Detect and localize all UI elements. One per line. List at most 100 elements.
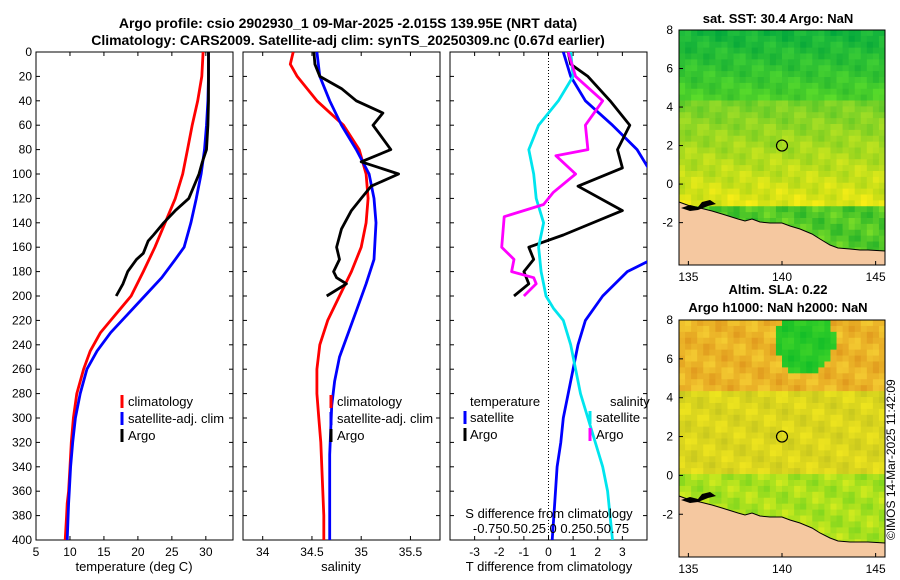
map-cell (860, 349, 868, 356)
map-cell (830, 77, 837, 84)
map-cell (757, 147, 765, 154)
map-cell (739, 367, 747, 374)
map-cell (818, 223, 825, 231)
map-cell (794, 444, 801, 451)
map-cell (806, 408, 813, 416)
map-cell (800, 41, 807, 49)
map-cell (878, 391, 886, 398)
s-difference-tick-labels: -0.750.50.25 0 0.250.50.75 (473, 521, 629, 536)
map-cell (794, 385, 801, 392)
map-cell (800, 468, 807, 475)
map-cell (818, 343, 825, 351)
map-cell (824, 223, 831, 231)
map-cell (763, 82, 771, 90)
x-tick-label: 35 (355, 545, 369, 559)
map-cell (703, 176, 710, 184)
map-cell (866, 367, 874, 374)
map-cell (800, 420, 807, 428)
map-cell (715, 479, 722, 487)
map-cell (794, 474, 801, 481)
map-cell (788, 438, 795, 445)
map-cell (812, 200, 819, 207)
map-cell (818, 71, 825, 78)
map-cell (782, 462, 789, 469)
map-cell (763, 129, 771, 137)
map-cell (751, 118, 759, 125)
map-cell (800, 218, 807, 225)
map-cell (872, 474, 880, 481)
map-cell (830, 349, 837, 356)
map-cell (854, 112, 862, 119)
map-cell (860, 241, 868, 248)
map-cell (854, 397, 862, 404)
map-cell (824, 112, 831, 119)
map-cell (836, 223, 843, 231)
map-cell (788, 77, 795, 84)
map-cell (685, 408, 692, 416)
map-cell (757, 331, 765, 339)
map-cell (836, 65, 843, 72)
map-cell (721, 41, 728, 49)
map-cell (812, 331, 819, 339)
map-cell (872, 320, 880, 327)
map-cell (715, 77, 722, 84)
map-cell (691, 141, 698, 148)
map-cell (691, 65, 698, 72)
map-cell (763, 141, 771, 148)
map-cell (782, 367, 789, 374)
map-cell (763, 65, 771, 72)
map-cell (721, 474, 728, 481)
map-cell (763, 153, 771, 160)
map-cell (697, 141, 704, 148)
map-cell (842, 47, 850, 54)
map-cell (854, 82, 862, 90)
map-cell (848, 59, 856, 66)
map-cell (812, 355, 819, 362)
map-cell (679, 320, 686, 327)
map-cell (836, 444, 843, 451)
map-cell (733, 112, 740, 119)
map-cell (866, 361, 874, 368)
map-cell (763, 491, 771, 499)
map-cell (745, 47, 753, 54)
map-cell (703, 444, 710, 451)
map-cell (685, 456, 692, 463)
map-cell (794, 129, 801, 137)
map-cell (703, 41, 710, 49)
map-cell (679, 331, 686, 339)
map-cell (854, 218, 862, 225)
map-cell (836, 331, 843, 339)
map-cell (745, 100, 753, 107)
map-cell (788, 176, 795, 184)
map-cell (836, 141, 843, 148)
map-cell (872, 106, 880, 113)
map-cell (878, 402, 886, 410)
map-cell (685, 53, 692, 60)
map-cell (763, 176, 771, 184)
map-cell (854, 159, 862, 166)
map-cell (685, 176, 692, 184)
map-cell (878, 94, 886, 101)
map-cell (872, 361, 880, 368)
map-cell (842, 165, 850, 172)
map-cell (727, 320, 734, 327)
map-cell (872, 218, 880, 225)
map-cell (782, 71, 789, 78)
map-cell (860, 124, 868, 131)
map-cell (697, 135, 704, 143)
map-cell (794, 485, 801, 493)
map-cell (824, 337, 831, 345)
map-cell (830, 462, 837, 469)
map-cell (703, 188, 710, 195)
map-cell (697, 77, 704, 84)
map-cell (739, 468, 747, 475)
map-cell (691, 337, 698, 345)
map-cell (878, 182, 886, 190)
map-cell (788, 171, 795, 178)
map-cell (751, 124, 759, 131)
map-cell (691, 479, 698, 487)
map-cell (721, 497, 728, 505)
map-cell (757, 100, 765, 107)
map-cell (878, 515, 886, 522)
x-tick-label: -2 (494, 545, 505, 559)
